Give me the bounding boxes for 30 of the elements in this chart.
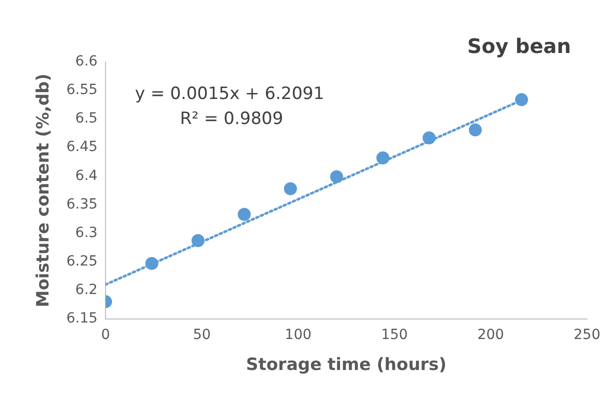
y-tick-label: 6.5 [75, 110, 98, 127]
annotation: y = 0.0015x + 6.2091 [135, 84, 324, 104]
x-axis-title: Storage time (hours) [246, 355, 447, 376]
point [192, 234, 205, 248]
y-tick-label: 6.35 [66, 196, 98, 212]
point [284, 182, 297, 196]
y-tick-label: 6.6 [75, 54, 98, 70]
x-tick-label: 0 [101, 326, 110, 343]
point [238, 208, 251, 221]
x-tick-label: 50 [192, 326, 211, 343]
point [515, 93, 528, 106]
y-tick-label: 6.55 [66, 82, 98, 98]
y-axis-title: Moisture content (%,db) [34, 74, 54, 308]
y-tick-label: 6.2 [75, 282, 98, 298]
y-tick-label: 6.45 [66, 139, 98, 156]
annotation: R² = 0.9809 [180, 109, 284, 129]
x-tick-label: 100 [284, 326, 312, 343]
point [376, 151, 390, 164]
x-tick-label: 150 [381, 326, 408, 343]
x-tick-label: 200 [477, 326, 504, 343]
point [422, 131, 436, 144]
point [468, 123, 482, 136]
y-tick-label: 6.25 [66, 253, 98, 270]
point [330, 170, 344, 184]
y-tick-label: 6.3 [75, 224, 98, 241]
x-tick-label: 250 [574, 326, 600, 343]
point [145, 256, 158, 270]
y-tick-label: 6.4 [75, 168, 98, 184]
y-tick-label: 6.15 [66, 310, 98, 326]
chart-title: Soy bean [467, 34, 571, 58]
